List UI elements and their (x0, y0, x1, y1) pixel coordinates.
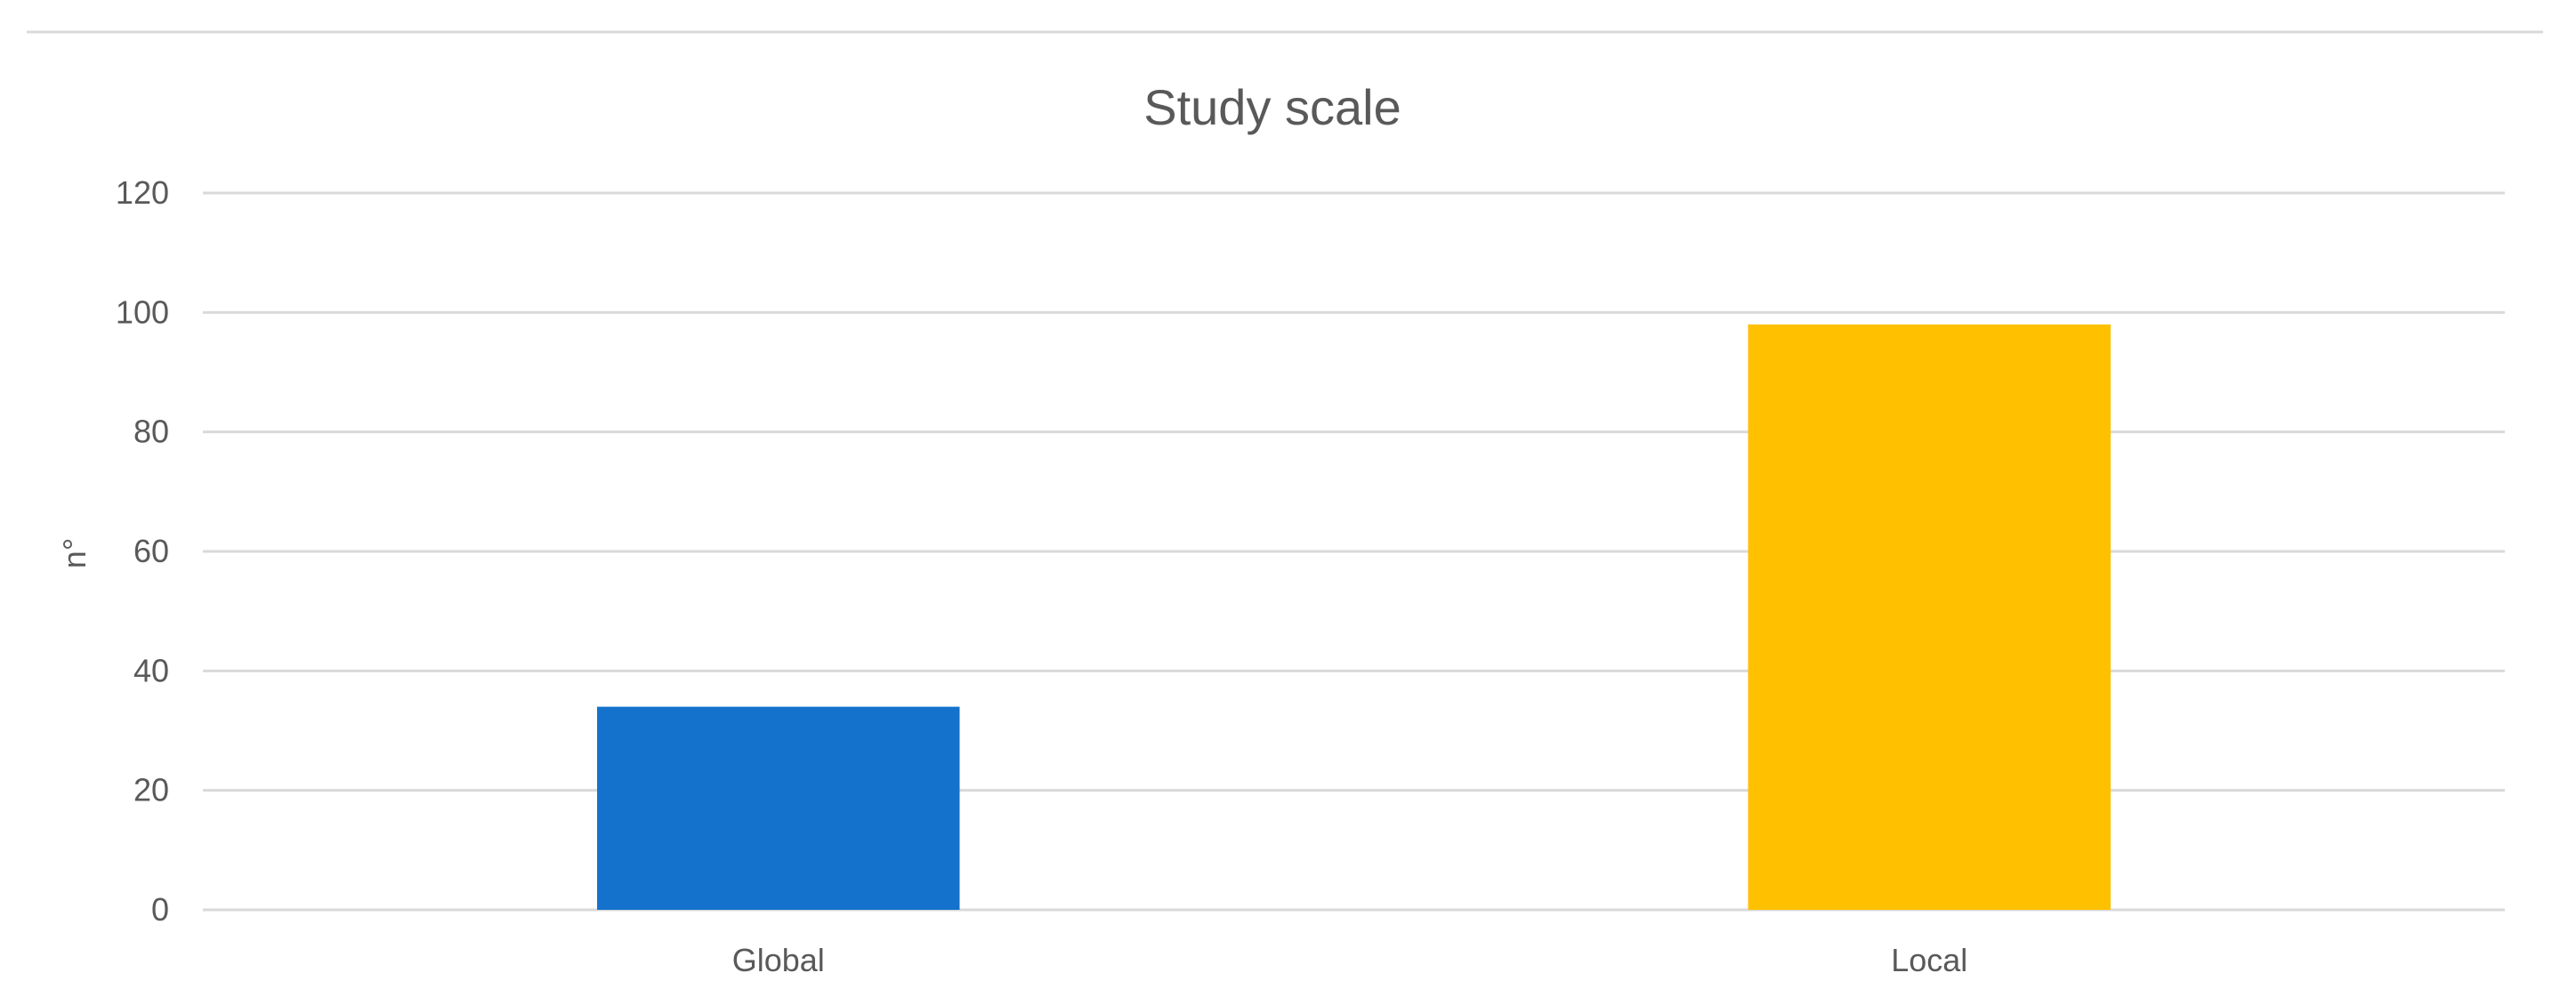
y-axis-title: n° (56, 538, 93, 568)
gridlines (203, 191, 2505, 912)
x-tick-label-local: Local (1891, 942, 1967, 978)
y-axis-ticks: 0 20 40 60 80 100 120 (116, 174, 169, 928)
y-tick-label: 100 (116, 293, 169, 330)
y-tick-label: 60 (133, 533, 169, 569)
y-tick-label: 0 (151, 891, 169, 928)
chart-title: Study scale (1143, 79, 1401, 135)
x-tick-label-global: Global (732, 942, 825, 978)
bar-local (1748, 324, 2111, 910)
y-tick-label: 120 (116, 174, 169, 211)
bar-global (597, 706, 960, 910)
y-tick-label: 80 (133, 414, 169, 450)
y-tick-label: 20 (133, 772, 169, 808)
x-axis-ticks: Global Local (732, 942, 1968, 978)
y-tick-label: 40 (133, 652, 169, 688)
bars (597, 324, 2111, 910)
